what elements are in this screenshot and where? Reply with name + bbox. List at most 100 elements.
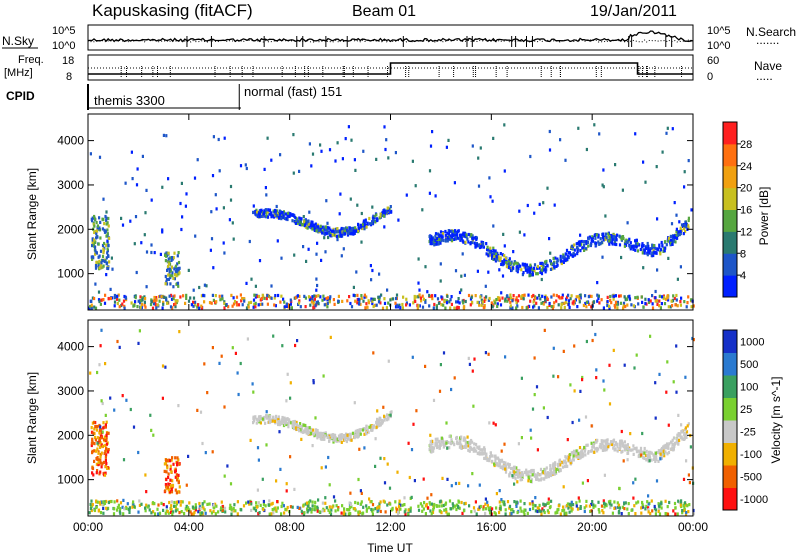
velocity-cell — [350, 505, 353, 509]
power-cell — [349, 232, 352, 236]
velocity-cell — [223, 474, 226, 478]
velocity-cell — [110, 499, 113, 504]
power-cell — [429, 242, 432, 246]
velocity-cell — [545, 466, 548, 470]
power-cell — [522, 271, 525, 275]
power-cell — [578, 240, 581, 244]
power-cell — [552, 256, 555, 260]
velocity-cell — [214, 512, 217, 516]
velocity-cell — [369, 424, 372, 428]
power-cell — [663, 302, 667, 306]
velocity-cell — [382, 499, 385, 503]
velocity-cell — [382, 405, 385, 409]
velocity-cell — [654, 381, 657, 385]
velocity-cell — [508, 463, 511, 467]
power-cell — [476, 269, 479, 273]
power-cell — [476, 300, 479, 304]
velocity-cell — [638, 450, 641, 455]
velocity-cell — [324, 431, 327, 435]
velocity-cell — [550, 499, 553, 503]
power-cell — [174, 299, 177, 303]
power-cell — [252, 210, 255, 214]
velocity-cell — [99, 344, 102, 348]
velocity-cell — [188, 501, 191, 505]
velocity-cell — [320, 466, 323, 470]
power-cell — [464, 240, 467, 244]
velocity-cell — [170, 458, 173, 462]
power-cell — [292, 133, 295, 137]
velocity-cell — [327, 435, 330, 440]
velocity-cell — [167, 511, 170, 515]
velocity-cell — [310, 510, 313, 514]
velocity-cell — [432, 398, 436, 402]
velocity-cell — [562, 461, 565, 465]
velocity-cell — [483, 448, 486, 452]
velocity-cell — [547, 472, 550, 477]
velocity-cell — [152, 433, 155, 437]
power-cell — [144, 211, 147, 215]
power-cell — [615, 302, 618, 306]
station-title: Kapuskasing (fitACF) — [92, 1, 253, 20]
velocity-cell — [97, 460, 100, 465]
power-cell — [521, 305, 524, 310]
power-cell — [486, 245, 489, 249]
power-cell — [582, 303, 585, 308]
velocity-cell — [493, 511, 496, 515]
power-cell — [105, 218, 108, 222]
velocity-cell — [475, 512, 478, 516]
velocity-cell — [356, 501, 359, 505]
velocity-cell — [316, 436, 319, 440]
velocity-cell — [95, 505, 98, 510]
power-cell — [323, 231, 326, 235]
power-cell — [450, 229, 453, 233]
power-cell — [340, 234, 343, 238]
power-cell — [324, 225, 328, 229]
power-cell — [577, 295, 580, 299]
power-cell — [678, 233, 681, 237]
velocity-cell — [544, 503, 547, 507]
velocity-cell — [518, 468, 521, 473]
velocity-cell — [647, 508, 650, 512]
velocity-cell — [623, 440, 626, 444]
power-cell — [270, 214, 273, 218]
power-cell — [304, 218, 307, 223]
velocity-cell — [677, 432, 681, 436]
power-cell — [560, 259, 563, 263]
velocity-cell — [291, 424, 294, 428]
velocity-cell — [510, 512, 513, 516]
power-cell — [203, 300, 206, 304]
velocity-cell — [96, 370, 99, 375]
velocity-cell — [557, 504, 560, 508]
power-cell — [175, 282, 178, 286]
power-cell — [169, 305, 173, 309]
velocity-cell — [559, 467, 562, 472]
power-cell — [101, 254, 105, 258]
power-cell — [362, 219, 365, 223]
velocity-cell — [308, 507, 311, 511]
velocity-cell — [534, 473, 537, 477]
power-cell — [465, 235, 468, 239]
power-cell — [429, 144, 433, 148]
velocity-cell — [617, 503, 621, 507]
velocity-cell — [549, 505, 552, 509]
power-cell — [498, 296, 501, 300]
power-cell — [488, 176, 491, 180]
power-cell — [253, 293, 256, 297]
power-cell — [435, 306, 438, 310]
velocity-cell — [231, 346, 234, 350]
power-cell — [372, 297, 375, 301]
power-cell — [651, 251, 654, 255]
power-cell — [360, 296, 363, 300]
power-cell — [106, 221, 109, 225]
velocity-cell — [296, 505, 299, 509]
velocity-cell — [662, 445, 665, 449]
velocity-cell — [623, 507, 626, 511]
velocity-cell — [438, 442, 441, 447]
velocity-cell — [316, 505, 319, 509]
velocity-cell — [178, 485, 181, 489]
velocity-cell — [648, 450, 651, 454]
velocity-cell — [516, 480, 519, 484]
velocity-cell — [417, 504, 420, 508]
power-cell — [436, 241, 439, 245]
